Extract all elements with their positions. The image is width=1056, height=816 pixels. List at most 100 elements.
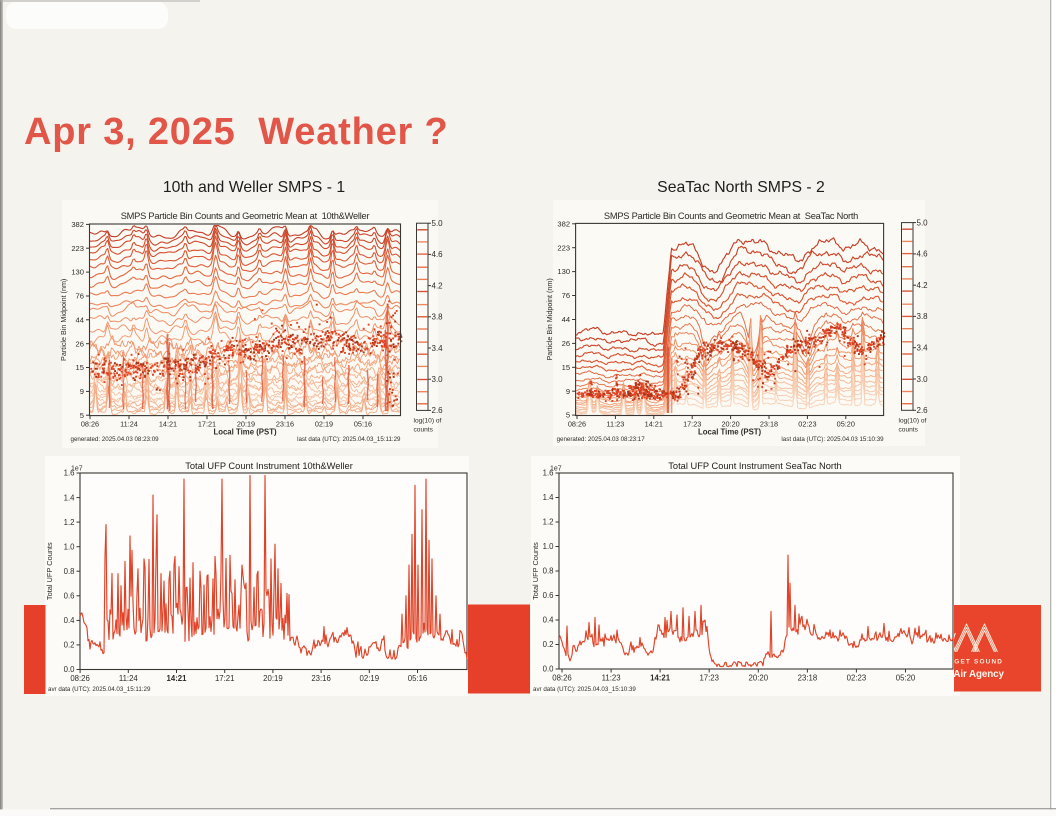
svg-text:76: 76 — [76, 292, 84, 301]
svg-text:avr data (UTC): 2025.04.03_15:: avr data (UTC): 2025.04.03_15:11:29 — [48, 686, 151, 693]
svg-text:11:23: 11:23 — [607, 420, 625, 429]
svg-text:05:20: 05:20 — [896, 674, 916, 683]
svg-text:SMPS Particle Bin Counts and G: SMPS Particle Bin Counts and Geometric M… — [121, 211, 370, 221]
svg-text:0.0: 0.0 — [64, 665, 76, 674]
svg-text:3.4: 3.4 — [917, 344, 929, 353]
svg-text:23:16: 23:16 — [311, 674, 331, 683]
svg-text:1e7: 1e7 — [550, 466, 562, 473]
svg-text:Particle Bin Midpoint (nm): Particle Bin Midpoint (nm) — [545, 278, 554, 360]
svg-text:0.8: 0.8 — [543, 567, 554, 576]
svg-text:14:21: 14:21 — [167, 674, 188, 683]
svg-text:130: 130 — [557, 267, 570, 276]
svg-text:23:18: 23:18 — [798, 674, 818, 683]
svg-text:5.0: 5.0 — [917, 218, 929, 227]
svg-text:3.0: 3.0 — [432, 375, 444, 384]
svg-text:SMPS Particle Bin Counts and G: SMPS Particle Bin Counts and Geometric M… — [604, 211, 858, 221]
svg-text:10th and Weller SMPS - 1: 10th and Weller SMPS - 1 — [163, 179, 346, 196]
svg-text:SeaTac North SMPS - 2: SeaTac North SMPS - 2 — [657, 179, 825, 196]
svg-text:44: 44 — [76, 315, 84, 324]
svg-text:11:23: 11:23 — [602, 674, 621, 683]
svg-text:Local Time (PST): Local Time (PST) — [213, 428, 277, 437]
svg-text:Total UFP Count Instrument 10t: Total UFP Count Instrument 10th&Weller — [185, 461, 353, 471]
svg-text:20:19: 20:19 — [263, 674, 283, 683]
svg-text:PUGET SOUND: PUGET SOUND — [943, 659, 1003, 666]
svg-text:avr data (UTC): 2025.04.03_15:: avr data (UTC): 2025.04.03_15:10:39 — [533, 686, 636, 693]
svg-text:20:20: 20:20 — [721, 420, 739, 429]
svg-text:2.6: 2.6 — [432, 406, 444, 415]
svg-text:76: 76 — [562, 291, 570, 300]
svg-text:1.4: 1.4 — [543, 493, 555, 502]
svg-text:Local Time (PST): Local Time (PST) — [698, 428, 762, 437]
svg-text:generated: 2025.04.03 08:23:17: generated: 2025.04.03 08:23:17 — [557, 436, 646, 443]
svg-text:1.6: 1.6 — [64, 469, 75, 478]
svg-text:generated: 2025.04.03 08:23:09: generated: 2025.04.03 08:23:09 — [71, 436, 160, 443]
svg-text:26: 26 — [562, 339, 570, 348]
svg-text:1.2: 1.2 — [543, 518, 554, 527]
svg-text:3.4: 3.4 — [432, 344, 444, 353]
svg-text:1e7: 1e7 — [71, 466, 83, 473]
svg-text:4.2: 4.2 — [432, 281, 444, 290]
svg-text:Clean Air Agency: Clean Air Agency — [925, 669, 1004, 680]
svg-text:223: 223 — [557, 243, 570, 252]
svg-text:14:21: 14:21 — [650, 674, 671, 683]
svg-text:17:23: 17:23 — [683, 420, 701, 429]
svg-text:0.4: 0.4 — [543, 616, 555, 625]
svg-text:4.2: 4.2 — [917, 281, 929, 290]
svg-text:0.8: 0.8 — [64, 567, 75, 576]
svg-text:0.0: 0.0 — [543, 665, 555, 674]
svg-text:4.6: 4.6 — [432, 250, 444, 259]
svg-text:11:24: 11:24 — [120, 420, 138, 429]
svg-text:20:20: 20:20 — [749, 674, 769, 683]
svg-text:2.6: 2.6 — [917, 406, 929, 415]
svg-text:4.6: 4.6 — [917, 250, 929, 259]
svg-text:Total UFP Counts: Total UFP Counts — [45, 542, 54, 600]
svg-text:130: 130 — [71, 268, 84, 277]
svg-text:08:26: 08:26 — [81, 420, 99, 429]
svg-text:17:21: 17:21 — [198, 420, 216, 429]
svg-text:15: 15 — [76, 363, 84, 372]
svg-text:14:21: 14:21 — [645, 420, 663, 429]
svg-text:Total UFP Counts: Total UFP Counts — [531, 542, 540, 600]
svg-text:5: 5 — [566, 411, 570, 420]
svg-text:1.4: 1.4 — [64, 493, 76, 502]
svg-text:223: 223 — [71, 244, 84, 253]
svg-text:11:24: 11:24 — [119, 674, 139, 683]
svg-text:20:19: 20:19 — [237, 420, 255, 429]
svg-text:14:21: 14:21 — [159, 420, 177, 429]
svg-text:5.0: 5.0 — [432, 219, 444, 228]
svg-text:9: 9 — [80, 387, 84, 396]
svg-text:last data (UTC): 2025.04.03 15: last data (UTC): 2025.04.03 15:10:39 — [781, 436, 884, 443]
svg-text:0.2: 0.2 — [543, 640, 554, 649]
svg-text:17:23: 17:23 — [699, 674, 719, 683]
svg-text:15: 15 — [562, 363, 570, 372]
svg-text:0.6: 0.6 — [543, 591, 554, 600]
svg-text:1.0: 1.0 — [543, 542, 555, 551]
svg-text:08:26: 08:26 — [568, 420, 586, 429]
svg-text:23:16: 23:16 — [276, 420, 294, 429]
svg-text:05:16: 05:16 — [408, 674, 428, 683]
svg-text:log(10) of: log(10) of — [414, 418, 442, 425]
svg-text:log(10) of: log(10) of — [899, 418, 927, 425]
svg-text:02:23: 02:23 — [847, 674, 867, 683]
svg-text:Total UFP Count Instrument Sea: Total UFP Count Instrument SeaTac North — [668, 461, 841, 471]
svg-text:0.4: 0.4 — [64, 616, 76, 625]
svg-text:382: 382 — [557, 219, 570, 228]
svg-text:0.2: 0.2 — [64, 641, 75, 650]
svg-text:5: 5 — [80, 411, 84, 420]
svg-text:05:20: 05:20 — [837, 420, 855, 429]
svg-text:1.0: 1.0 — [64, 542, 76, 551]
svg-text:last data (UTC): 2025.04.03_15: last data (UTC): 2025.04.03_15:11:29 — [297, 436, 401, 443]
svg-text:counts: counts — [414, 427, 434, 434]
svg-text:26: 26 — [76, 339, 84, 348]
svg-text:3.0: 3.0 — [917, 375, 929, 384]
svg-text:02:19: 02:19 — [315, 420, 333, 429]
svg-text:02:19: 02:19 — [360, 674, 380, 683]
svg-text:3.8: 3.8 — [917, 312, 929, 321]
svg-text:0.6: 0.6 — [64, 592, 75, 601]
svg-text:17:21: 17:21 — [215, 674, 235, 683]
svg-text:02:23: 02:23 — [798, 420, 816, 429]
svg-text:382: 382 — [71, 220, 84, 229]
svg-text:1.2: 1.2 — [64, 518, 75, 527]
svg-text:44: 44 — [562, 315, 570, 324]
svg-text:08:26: 08:26 — [552, 674, 572, 683]
